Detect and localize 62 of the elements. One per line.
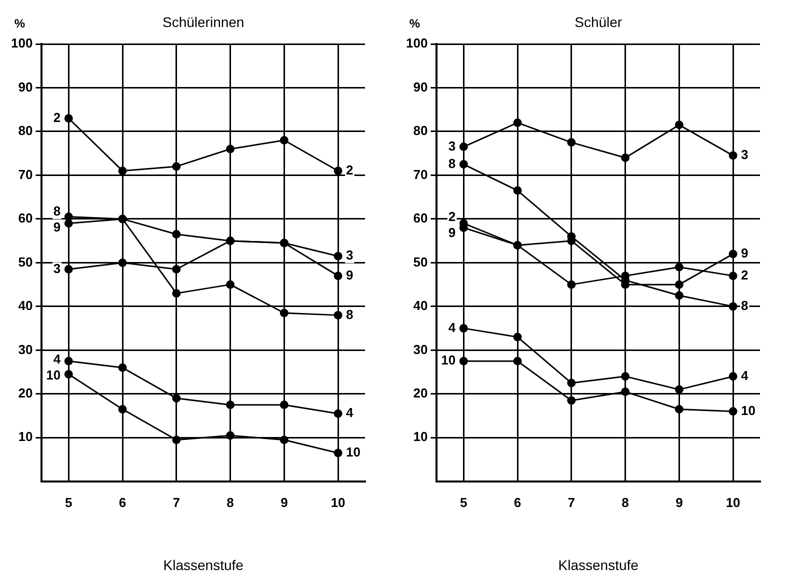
x-tick-label: 10 <box>726 494 740 510</box>
series-label: 2 <box>346 162 354 178</box>
text: 2 <box>53 110 61 125</box>
y-tick-label: 70 <box>18 166 33 182</box>
x-tick-label: 5 <box>460 494 468 510</box>
y-tick-label: 60 <box>18 210 33 226</box>
x-tick-label: 8 <box>226 494 234 510</box>
chart-title: Schülerinnen <box>162 14 244 30</box>
x-tick-label: 6 <box>118 494 126 510</box>
y-tick-label: 50 <box>18 254 33 270</box>
y-tick-label: 90 <box>413 79 428 94</box>
x-tick-label: 10 <box>330 494 346 510</box>
y-tick-label: 100 <box>406 36 428 51</box>
category-label: 9 <box>448 225 456 240</box>
y-axis-title: % <box>14 16 26 30</box>
series-label: 10 <box>46 367 61 382</box>
x-tick-label: 5 <box>65 494 72 510</box>
y-tick-label: 30 <box>413 342 428 357</box>
text: 2 <box>741 267 748 282</box>
x-axis-title: Klassenstufe <box>163 556 244 573</box>
y-tick-label: 40 <box>18 298 33 314</box>
y-tick-label: 70 <box>413 166 428 182</box>
series-label: 2 <box>448 209 456 224</box>
chart-title: Schüler <box>574 14 622 30</box>
y-tick-label: 100 <box>10 36 33 51</box>
text: 10 <box>346 444 361 460</box>
y-tick-label: 80 <box>18 123 33 138</box>
y-tick-label: 20 <box>413 386 428 400</box>
x-tick-label: 9 <box>676 494 683 510</box>
series-label: 3 <box>741 147 748 162</box>
series-label: 10 <box>741 402 756 418</box>
y-tick-label: 20 <box>18 386 33 400</box>
y-axis-title: % <box>409 16 420 30</box>
series-label: 3 <box>53 260 61 276</box>
y-tick-label: 30 <box>18 342 33 357</box>
y-tick-label: 60 <box>413 210 428 226</box>
y-tick-label: 10 <box>413 429 428 444</box>
y-tick-label: 90 <box>18 79 33 94</box>
series-label: 9 <box>346 267 354 282</box>
text: 4 <box>741 368 748 383</box>
y-tick-label: 40 <box>413 298 428 314</box>
category-label: 10 <box>441 352 456 368</box>
x-tick-label: 6 <box>514 494 522 510</box>
x-tick-label: 9 <box>280 494 288 510</box>
series-label: 8 <box>741 298 748 314</box>
category-label: 8 <box>448 156 456 171</box>
y-tick-label: 50 <box>413 254 428 270</box>
text: 8 <box>53 204 61 219</box>
series-label: 9 <box>741 246 748 261</box>
series-label: 4 <box>448 320 456 335</box>
series-label: 8 <box>346 306 354 322</box>
x-axis-title: Klassenstufe <box>558 556 639 573</box>
y-tick-label: 10 <box>18 429 33 444</box>
x-tick-label: 7 <box>172 494 180 510</box>
x-tick-label: 7 <box>568 494 576 510</box>
x-tick-label: 8 <box>622 494 629 510</box>
text: 3 <box>448 138 456 154</box>
text: 9 <box>53 220 61 235</box>
series-label: 4 <box>346 405 354 420</box>
text: 3 <box>346 248 354 263</box>
text: 4 <box>53 351 61 366</box>
y-tick-label: 80 <box>413 123 428 138</box>
